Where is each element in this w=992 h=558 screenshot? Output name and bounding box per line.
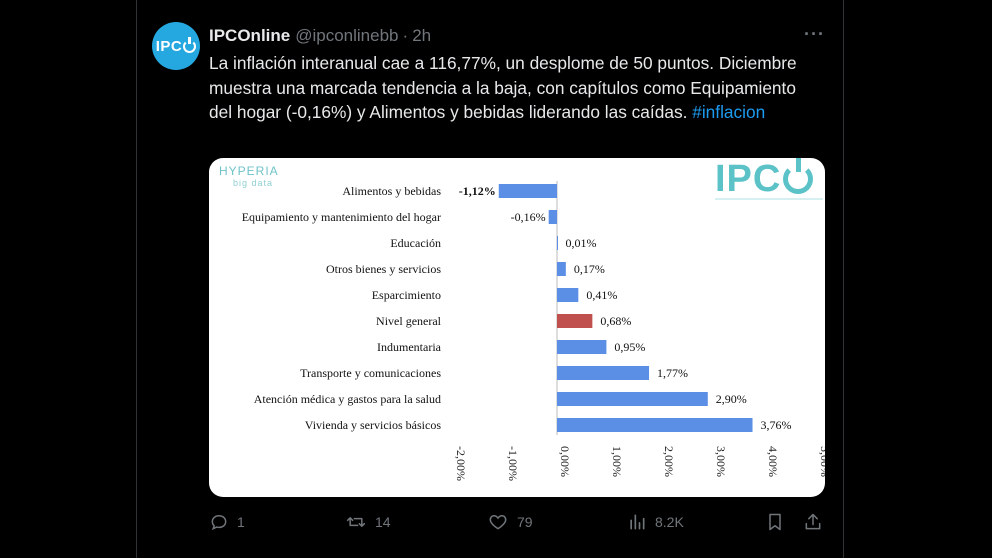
author-name[interactable]: IPCOnline <box>209 26 291 45</box>
bar-8 <box>557 392 708 406</box>
bar-2 <box>557 236 558 250</box>
hashtag-link[interactable]: #inflacion <box>692 102 766 122</box>
x-tick-label-5: 3,00% <box>714 446 728 477</box>
hyperia-logo-text: HYPERIA <box>219 164 279 178</box>
reply-button[interactable]: 1 <box>209 512 245 532</box>
bar-0 <box>498 184 557 198</box>
tweet-time[interactable]: 2h <box>412 26 432 45</box>
value-label-9: 3,76% <box>761 418 792 432</box>
bar-4 <box>557 288 579 302</box>
retweet-button[interactable]: 14 <box>345 512 391 532</box>
value-label-8: 2,90% <box>716 392 747 406</box>
value-label-3: 0,17% <box>574 262 605 276</box>
ipco-logo-underline <box>715 198 823 200</box>
avatar[interactable]: IPC <box>152 22 200 70</box>
header-separator: · <box>402 26 409 45</box>
value-label-1: -0,16% <box>511 210 546 224</box>
bar-chart: Alimentos y bebidas -1,12% Equipamiento y … <box>242 181 825 481</box>
x-tick-label-0: -2,00% <box>454 446 468 481</box>
bar-3 <box>557 262 566 276</box>
reply-count: 1 <box>237 514 245 530</box>
more-options-icon[interactable]: ··· <box>804 24 825 44</box>
x-tick-label-1: -1,00% <box>506 446 520 481</box>
category-label-0: Alimentos y bebidas <box>342 184 441 198</box>
ipco-logo: IPC <box>715 158 814 201</box>
category-label-6: Indumentaria <box>377 340 442 354</box>
bar-1 <box>548 210 557 224</box>
bar-9 <box>557 418 753 432</box>
category-label-1: Equipamiento y mantenimiento del hogar <box>242 210 441 224</box>
bar-6 <box>557 340 607 354</box>
x-tick-label-6: 4,00% <box>766 446 780 477</box>
x-tick-label-4: 2,00% <box>662 446 676 477</box>
tweet-body: La inflación interanual cae a 116,77%, u… <box>209 53 797 122</box>
like-count: 79 <box>517 514 533 530</box>
category-label-4: Esparcimiento <box>372 288 441 302</box>
value-label-0: -1,12% <box>459 184 496 198</box>
bar-7 <box>557 366 650 380</box>
value-label-2: 0,01% <box>566 236 597 250</box>
value-label-6: 0,95% <box>614 340 645 354</box>
heart-icon <box>489 514 507 530</box>
x-tick-label-3: 1,00% <box>610 446 624 477</box>
bar-5 <box>557 314 593 328</box>
tweet-text: La inflación interanual cae a 116,77%, u… <box>209 51 819 125</box>
views-icon <box>630 514 645 530</box>
share-button[interactable] <box>803 512 823 532</box>
like-button[interactable]: 79 <box>487 512 533 532</box>
value-label-5: 0,68% <box>600 314 631 328</box>
category-label-3: Otros bienes y servicios <box>326 262 441 276</box>
share-icon <box>805 513 821 530</box>
ipco-logo-text: IPC <box>715 158 782 200</box>
reply-icon <box>211 514 227 531</box>
hyperia-logo-sub: big data <box>233 178 274 188</box>
timeline-left-border <box>136 0 137 558</box>
retweet-icon <box>346 517 366 527</box>
tweet-header: IPCOnline @ipconlinebb · 2h <box>209 26 431 46</box>
category-label-7: Transporte y comunicaciones <box>300 366 441 380</box>
chart-image-card[interactable]: HYPERIA big data IPC Alimentos y bebidas… <box>209 158 825 497</box>
bookmark-icon <box>769 513 781 531</box>
category-label-2: Educación <box>390 236 441 250</box>
timeline-right-border <box>843 0 844 558</box>
author-handle[interactable]: @ipconlinebb <box>295 26 399 45</box>
value-label-4: 0,41% <box>586 288 617 302</box>
retweet-count: 14 <box>375 514 391 530</box>
x-tick-label-7: 5,00% <box>818 446 825 477</box>
x-tick-label-2: 0,00% <box>558 446 572 477</box>
value-label-7: 1,77% <box>657 366 688 380</box>
hyperia-logo: HYPERIA big data <box>219 164 279 188</box>
tweet-actions: 1 14 79 8.2K <box>209 512 825 536</box>
bookmark-button[interactable] <box>765 512 785 532</box>
category-label-9: Vivienda y servicios básicos <box>305 418 442 432</box>
views-count: 8.2K <box>655 514 684 530</box>
category-label-8: Atención médica y gastos para la salud <box>254 392 441 406</box>
avatar-text: IPC <box>155 37 183 55</box>
ipco-power-icon <box>783 158 814 194</box>
views-button[interactable]: 8.2K <box>627 512 684 532</box>
power-icon <box>183 36 197 53</box>
category-label-5: Nivel general <box>376 314 442 328</box>
